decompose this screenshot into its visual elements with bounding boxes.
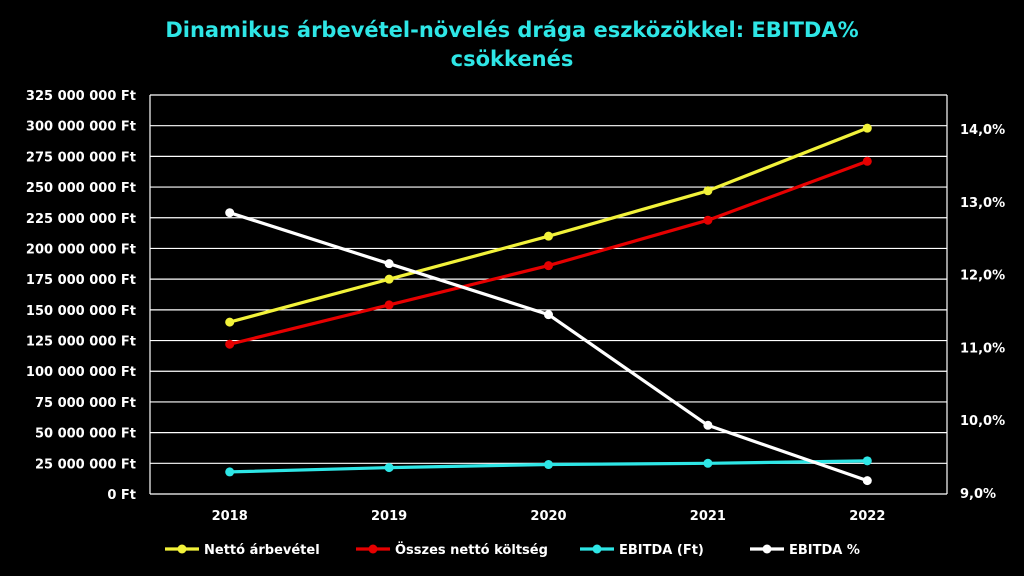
y-left-tick-label: 325 000 000 Ft bbox=[26, 89, 136, 104]
y-left-tick-label: 175 000 000 Ft bbox=[26, 273, 136, 288]
legend-item: EBITDA (Ft) bbox=[580, 543, 704, 558]
data-point bbox=[384, 463, 394, 473]
x-tick-label: 2019 bbox=[371, 509, 407, 524]
data-point bbox=[384, 259, 394, 269]
legend-swatch-marker bbox=[368, 544, 378, 554]
legend-label: EBITDA % bbox=[789, 543, 860, 558]
legend-item: Nettó árbevétel bbox=[165, 543, 320, 558]
data-point bbox=[384, 300, 394, 310]
y-left-tick-label: 25 000 000 Ft bbox=[35, 457, 136, 472]
y-left-tick-label: 0 Ft bbox=[107, 488, 136, 503]
legend-label: Nettó árbevétel bbox=[204, 543, 320, 558]
y-left-tick-label: 250 000 000 Ft bbox=[26, 181, 136, 196]
data-point bbox=[544, 460, 553, 470]
series-ebitda-ft- bbox=[225, 456, 872, 477]
y-left-tick-label: 100 000 000 Ft bbox=[26, 365, 136, 380]
data-point bbox=[862, 123, 872, 133]
y-right-tick-label: 10,0% bbox=[960, 414, 1005, 429]
data-point bbox=[225, 467, 235, 477]
series-line bbox=[229, 211, 868, 483]
y-right-tick-label: 9,0% bbox=[960, 487, 996, 502]
series-lines bbox=[225, 123, 872, 486]
data-point bbox=[225, 208, 235, 218]
data-point bbox=[862, 456, 872, 466]
data-point bbox=[862, 476, 872, 486]
legend-item: Összes nettó költség bbox=[356, 542, 548, 558]
data-point bbox=[225, 317, 235, 327]
legend-item: EBITDA % bbox=[750, 543, 860, 558]
series-nett-rbev-tel bbox=[225, 123, 872, 327]
y-right-tick-label: 13,0% bbox=[960, 196, 1005, 211]
legend-label: Összes nettó költség bbox=[395, 542, 548, 558]
left-axis: 0 Ft 25 000 000 Ft 50 000 000 Ft 75 000 000… bbox=[26, 89, 136, 503]
y-right-tick-label: 14,0% bbox=[960, 123, 1005, 138]
right-axis: 9,0% 10,0% 11,0% 12,0% 13,0% 14,0% bbox=[960, 123, 1005, 502]
legend-label: EBITDA (Ft) bbox=[619, 543, 704, 558]
gridlines bbox=[149, 94, 948, 495]
legend: Nettó árbevétel Összes nettó költség EBITD… bbox=[165, 542, 860, 558]
y-left-tick-label: 200 000 000 Ft bbox=[26, 242, 136, 257]
data-point bbox=[862, 156, 872, 166]
data-point bbox=[384, 274, 394, 284]
legend-swatch-marker bbox=[592, 544, 602, 554]
x-tick-label: 2021 bbox=[690, 509, 726, 524]
x-tick-label: 2018 bbox=[212, 509, 248, 524]
y-left-tick-label: 125 000 000 Ft bbox=[26, 335, 136, 350]
legend-swatch-marker bbox=[762, 544, 772, 554]
series-ebitda- bbox=[225, 208, 872, 486]
y-left-tick-label: 50 000 000 Ft bbox=[35, 427, 136, 442]
x-axis: 2018 2019 2020 2021 2022 bbox=[212, 509, 886, 524]
y-left-tick-label: 150 000 000 Ft bbox=[26, 304, 136, 319]
x-tick-label: 2020 bbox=[530, 509, 566, 524]
data-point bbox=[544, 310, 553, 320]
data-point bbox=[225, 339, 235, 349]
series--sszes-nett-k-lts-g bbox=[225, 156, 872, 349]
data-point bbox=[703, 420, 713, 430]
legend-swatch-marker bbox=[177, 544, 187, 554]
data-point bbox=[703, 186, 713, 196]
y-right-tick-label: 11,0% bbox=[960, 341, 1005, 356]
y-left-tick-label: 275 000 000 Ft bbox=[26, 150, 136, 165]
data-point bbox=[544, 231, 553, 241]
y-right-tick-label: 12,0% bbox=[960, 269, 1005, 284]
data-point bbox=[703, 215, 713, 225]
x-tick-label: 2022 bbox=[849, 509, 885, 524]
chart-title-line1: Dinamikus árbevétel-növelés drága eszköz… bbox=[165, 18, 858, 42]
data-point bbox=[703, 458, 713, 468]
y-left-tick-label: 75 000 000 Ft bbox=[35, 396, 136, 411]
data-point bbox=[544, 261, 553, 271]
series-line bbox=[229, 126, 868, 324]
y-left-tick-label: 225 000 000 Ft bbox=[26, 212, 136, 227]
chart-title-line2: csökkenés bbox=[451, 47, 574, 71]
y-left-tick-label: 300 000 000 Ft bbox=[26, 120, 136, 135]
